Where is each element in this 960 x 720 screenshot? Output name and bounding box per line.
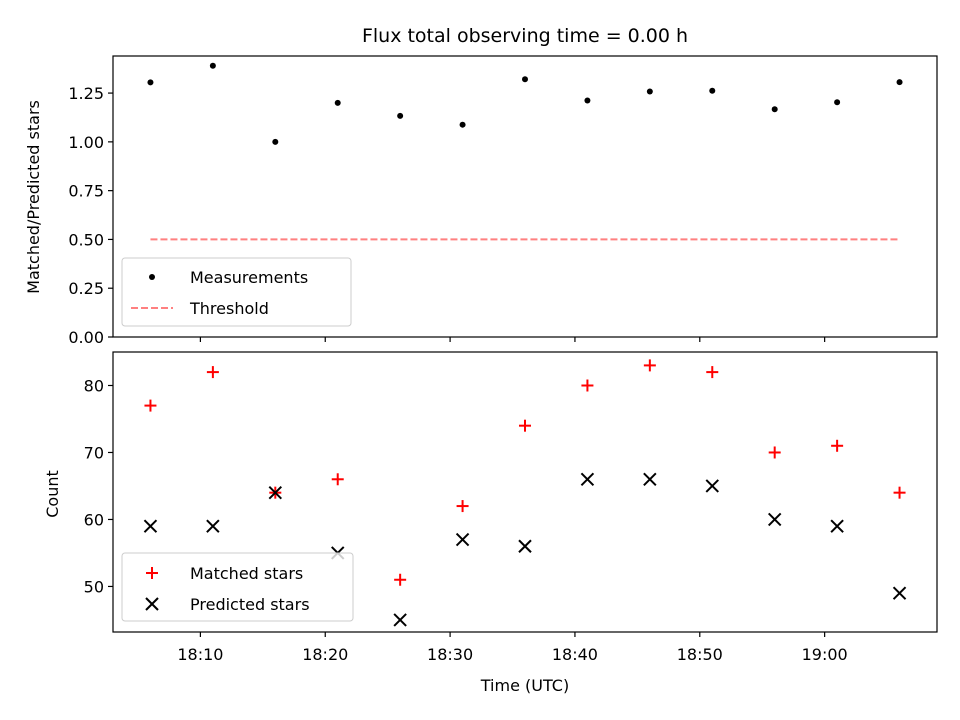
legend-predicted-marker (145, 597, 159, 611)
top-y-axis-label: Matched/Predicted stars (24, 100, 43, 294)
measurement-point (771, 106, 778, 113)
predicted-star-point (143, 519, 158, 533)
bottom-y-tick-label: 70 (84, 443, 104, 462)
x-tick-label: 18:10 (177, 645, 223, 664)
matched-star-point (893, 486, 906, 499)
matched-star-point (144, 399, 157, 412)
bottom-panel-count-plot: 50 60 70 80 18:10 18:20 18:30 18:40 18:50 19:00 Ma… (84, 351, 938, 664)
bottom-y-axis-label: Count (43, 470, 62, 518)
measurement-point (272, 138, 279, 145)
predicted-star-point (206, 519, 220, 533)
bottom-y-tick-label: 50 (84, 577, 104, 596)
legend-predicted-label: Predicted stars (190, 595, 310, 614)
measurement-point (209, 62, 216, 69)
predicted-star-point (268, 485, 283, 500)
matched-star-point (456, 500, 469, 513)
matched-star-point (706, 366, 719, 379)
top-plot-frame (112, 55, 938, 338)
measurement-point (397, 112, 404, 119)
matched-star-point (768, 446, 781, 459)
x-axis-label: Time (UTC) (480, 676, 569, 695)
x-tick-label: 18:20 (302, 645, 348, 664)
top-y-tick-label: 0.00 (68, 328, 104, 347)
legend-measurements-marker (149, 274, 155, 280)
predicted-star-point (643, 472, 657, 486)
matched-star-point (394, 573, 407, 586)
top-y-tick-label: 1.00 (68, 133, 104, 152)
top-y-tick-label: 1.25 (68, 84, 104, 103)
bottom-legend: Matched stars Predicted stars (121, 552, 354, 622)
legend-measurements-label: Measurements (190, 268, 308, 287)
predicted-star-point (892, 586, 907, 600)
measurement-point (459, 121, 466, 128)
matched-star-point (331, 473, 344, 486)
matched-star-point (581, 379, 594, 392)
top-y-tick-label: 0.25 (68, 279, 104, 298)
top-panel-ratio-plot: 0.00 0.25 0.50 0.75 1.00 1.25 Measurements Thre… (68, 55, 938, 347)
predicted-star-point (518, 539, 532, 553)
measurement-point (646, 88, 653, 95)
x-tick-label: 18:50 (677, 645, 723, 664)
measurement-point (896, 79, 903, 86)
bottom-plot-frame (112, 351, 938, 633)
predicted-star-point (705, 479, 719, 493)
measurement-point (334, 99, 341, 106)
predicted-star-point (767, 512, 782, 527)
top-y-tick-label: 0.75 (68, 182, 104, 201)
bottom-y-tick-label: 80 (84, 376, 104, 395)
measurement-point (709, 87, 716, 94)
measurement-point (834, 99, 841, 106)
predicted-star-point (455, 532, 470, 547)
x-tick-label: 18:30 (427, 645, 473, 664)
x-tick-label: 19:00 (802, 645, 848, 664)
measurement-point (522, 76, 528, 83)
top-legend: Measurements Threshold (121, 257, 352, 327)
matched-star-point (643, 359, 656, 372)
matched-star-point (206, 366, 219, 379)
x-tick-label: 18:40 (552, 645, 598, 664)
predicted-star-point (580, 472, 595, 486)
bottom-legend-box (121, 552, 354, 622)
top-y-tick-label: 0.50 (68, 230, 104, 249)
measurement-point (147, 79, 154, 86)
matched-star-point (519, 419, 531, 432)
legend-threshold-label: Threshold (189, 299, 269, 318)
legend-matched-label: Matched stars (190, 564, 303, 583)
chart-title: Flux total observing time = 0.00 h (362, 25, 688, 47)
measurement-point (584, 97, 591, 104)
top-legend-box (121, 257, 352, 327)
legend-matched-marker (146, 567, 158, 579)
matched-star-point (831, 439, 844, 452)
predicted-star-point (830, 519, 844, 533)
bottom-y-tick-label: 60 (84, 510, 104, 529)
predicted-star-point (393, 613, 407, 627)
